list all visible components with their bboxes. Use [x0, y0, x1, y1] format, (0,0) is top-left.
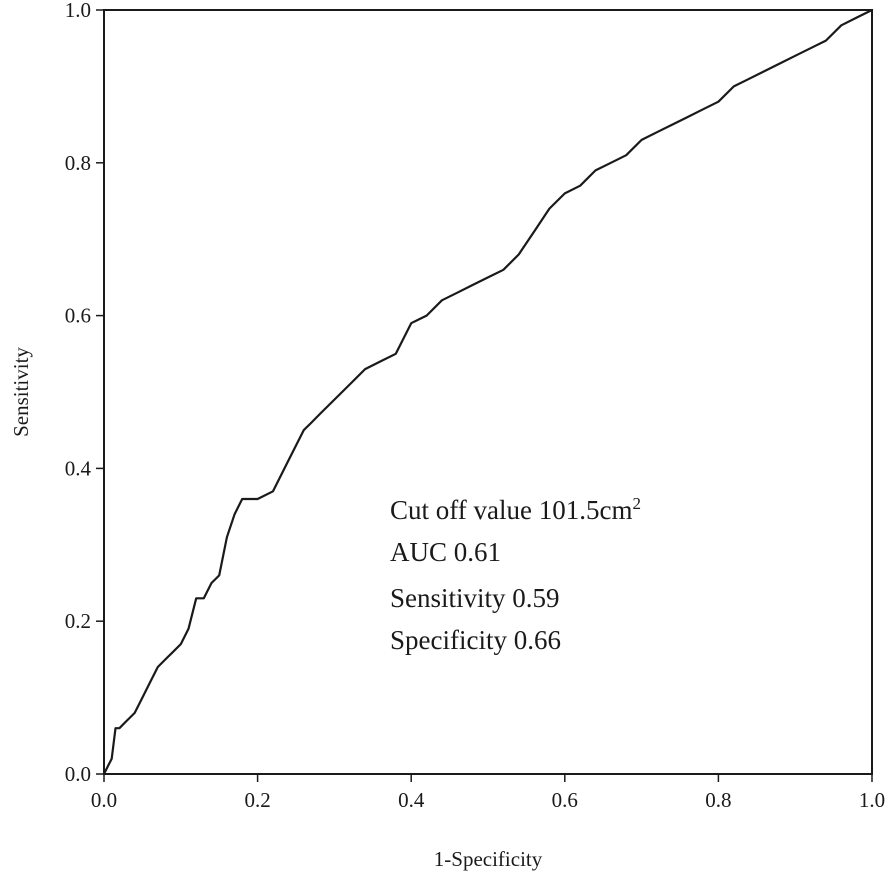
x-tick-label: 0.0 [91, 788, 117, 812]
x-tick-label: 0.6 [552, 788, 578, 812]
cutoff-annotation-superscript: 2 [632, 494, 641, 513]
annotation-box: Cut off value 101.5cm2 AUC 0.61 Sensitiv… [390, 494, 641, 655]
roc-curve-group [102, 8, 874, 776]
cutoff-annotation: Cut off value 101.5cm2 [390, 494, 641, 525]
y-tick-label: 0.6 [65, 304, 91, 328]
auc-annotation: AUC 0.61 [390, 537, 501, 567]
sensitivity-annotation: Sensitivity 0.59 [390, 583, 560, 613]
y-tick-label: 1.0 [65, 0, 91, 22]
x-tick-label: 0.4 [398, 788, 425, 812]
axis-ticks: 0.0 0.2 0.4 0.6 0.8 1.0 0.0 0.2 0.4 0.6 0.8 1.0 [65, 0, 885, 812]
y-tick-label: 0.2 [65, 609, 91, 633]
plot-border [103, 9, 873, 775]
y-axis-label: Sensitivity [9, 347, 33, 437]
x-tick-label: 0.8 [705, 788, 731, 812]
plot-frame [103, 9, 873, 775]
y-tick-label: 0.4 [65, 456, 92, 480]
specificity-annotation: Specificity 0.66 [390, 625, 561, 655]
y-tick-label: 0.8 [65, 151, 91, 175]
x-tick-label: 1.0 [859, 788, 885, 812]
x-axis-label: 1-Specificity [434, 847, 543, 871]
cutoff-annotation-text: Cut off value 101.5cm [390, 495, 632, 525]
roc-curve-line [102, 8, 874, 776]
x-tick-label: 0.2 [244, 788, 270, 812]
y-tick-label: 0.0 [65, 762, 91, 786]
